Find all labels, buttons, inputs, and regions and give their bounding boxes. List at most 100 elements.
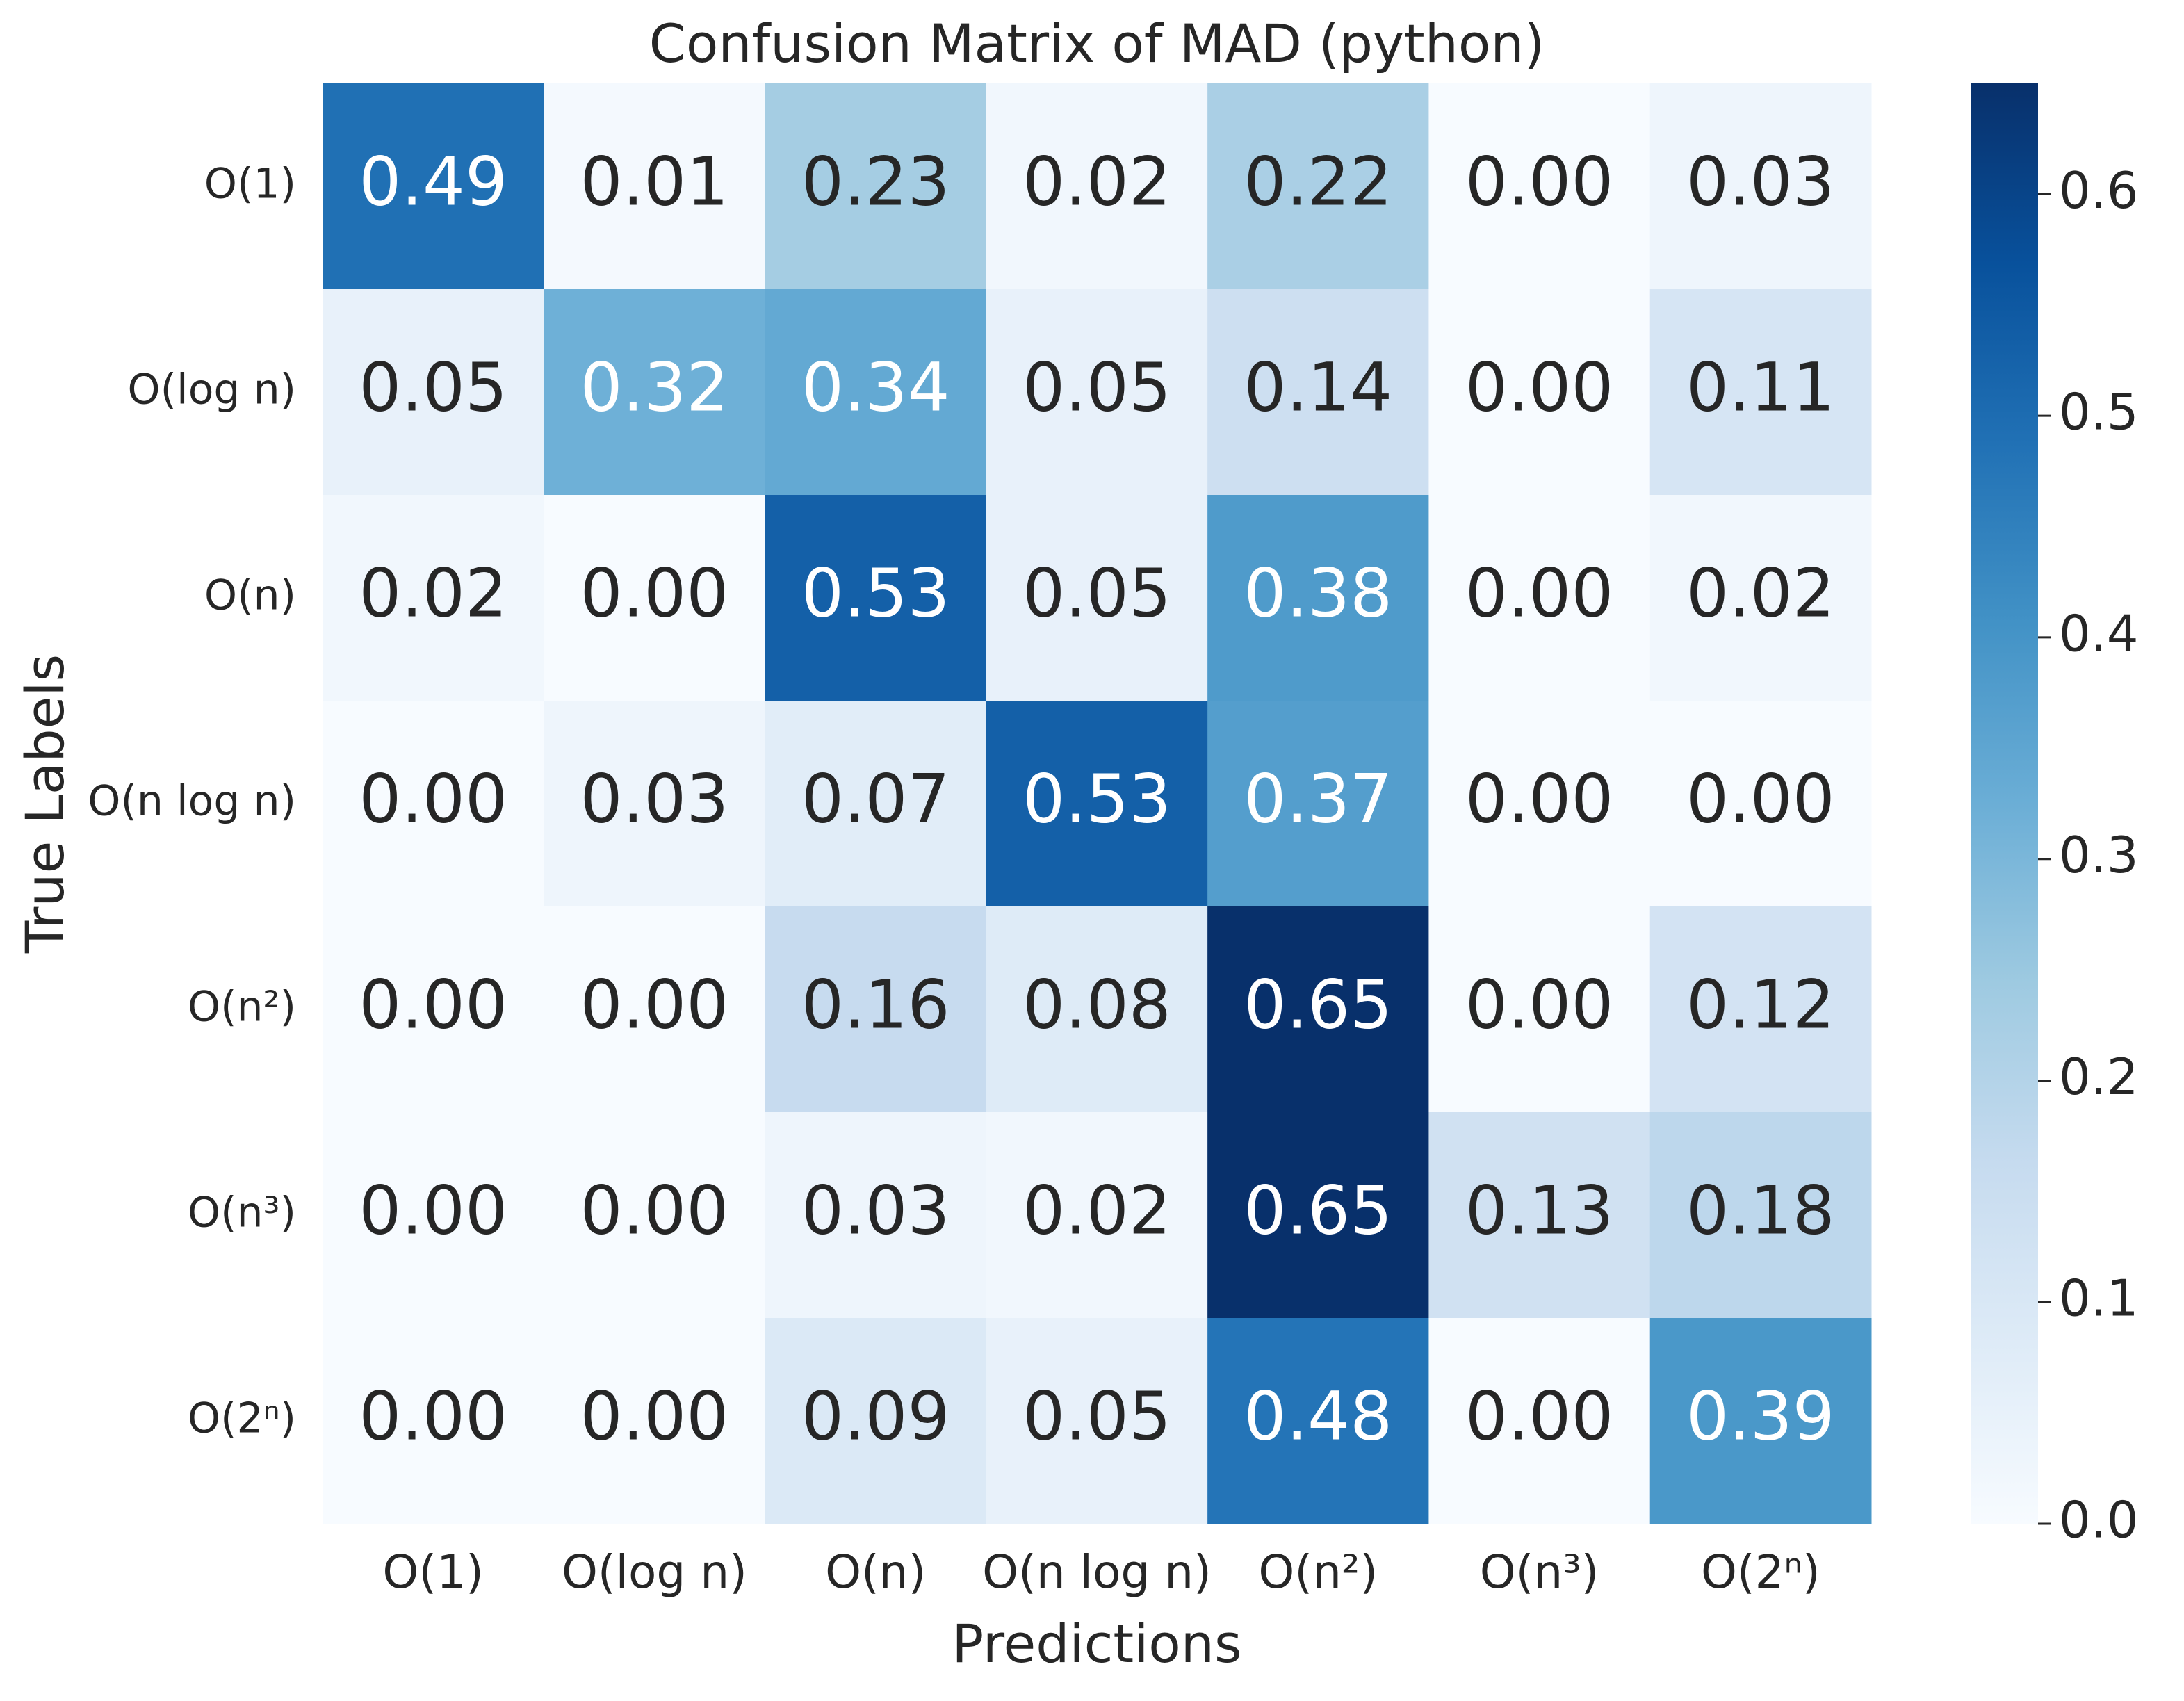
heatmap-cell: [1649, 1112, 1872, 1319]
heatmap-cell: [544, 1318, 766, 1524]
colorbar-tick-label: 0.5: [2059, 383, 2139, 441]
cell-label: 0.39: [1686, 1377, 1835, 1455]
cell-label: 0.03: [580, 760, 729, 838]
cell-label: 0.05: [359, 348, 507, 426]
cell-label: 0.48: [1244, 1377, 1392, 1455]
cell-label: 0.11: [1686, 348, 1835, 426]
cell-label: 0.08: [1022, 966, 1171, 1043]
cell-label: 0.00: [359, 966, 507, 1043]
cell-label: 0.05: [1022, 348, 1171, 426]
heatmap-cell: [1649, 495, 1872, 701]
heatmap-cell: [1649, 1318, 1872, 1524]
colorbar-tick-label: 0.3: [2059, 826, 2139, 884]
cell-label: 0.38: [1244, 554, 1392, 632]
heatmap-cell: [1207, 701, 1429, 907]
cell-label: 0.22: [1244, 143, 1392, 220]
x-axis-label: Predictions: [952, 1613, 1241, 1675]
colorbar-tick-label: 0.4: [2059, 604, 2139, 662]
heatmap-cell: [544, 701, 766, 907]
colorbar-tick-label: 0.1: [2059, 1269, 2139, 1328]
heatmap-cell: [1428, 83, 1651, 290]
cell-label: 0.00: [1465, 760, 1614, 838]
y-tick-label: O(n³): [188, 1189, 296, 1237]
heatmap-cell: [323, 701, 544, 907]
heatmap-cell: [765, 83, 987, 290]
y-tick-label: O(n log n): [88, 777, 296, 826]
cell-label: 0.00: [359, 760, 507, 838]
cell-label: 0.00: [359, 1377, 507, 1455]
heatmap-cell: [765, 701, 987, 907]
x-tick-label: O(n²): [1258, 1545, 1378, 1599]
cell-label: 0.00: [580, 1377, 729, 1455]
x-tick-label: O(1): [382, 1545, 483, 1599]
heatmap-cell: [1207, 83, 1429, 290]
cell-label: 0.32: [580, 348, 729, 426]
heatmap-cell: [765, 289, 987, 496]
heatmap-cell: [1649, 289, 1872, 496]
heatmap-cell: [544, 906, 766, 1113]
heatmap-cell: [1649, 906, 1872, 1113]
heatmap-cell: [544, 495, 766, 701]
colorbar-tick-label: 0.0: [2059, 1491, 2139, 1549]
heatmap-cell: [765, 906, 987, 1113]
cell-label: 0.53: [1022, 760, 1171, 838]
heatmap-cell: [986, 701, 1208, 907]
cell-label: 0.03: [801, 1171, 950, 1249]
cell-label: 0.02: [359, 554, 507, 632]
heatmap-cell: [986, 495, 1208, 701]
heatmap-cell: [1428, 701, 1651, 907]
cell-label: 0.05: [1022, 1377, 1171, 1455]
heatmap-cell: [544, 1112, 766, 1319]
heatmap-cell: [1649, 701, 1872, 907]
heatmap-cell: [1428, 1112, 1651, 1319]
cell-label: 0.09: [801, 1377, 950, 1455]
y-tick-label: O(n): [204, 571, 296, 620]
cell-label: 0.00: [1686, 760, 1835, 838]
y-tick-label: O(log n): [127, 366, 296, 414]
x-tick-label: O(n): [825, 1545, 926, 1599]
cell-label: 0.16: [801, 966, 950, 1043]
cell-label: 0.34: [801, 348, 950, 426]
heatmap-cell: [986, 1112, 1208, 1319]
heatmap-cell: [986, 1318, 1208, 1524]
y-axis-label: True Labels: [14, 654, 76, 954]
cell-label: 0.12: [1686, 966, 1835, 1043]
heatmap-cell: [323, 495, 544, 701]
cell-label: 0.02: [1686, 554, 1835, 632]
heatmap-cell: [1428, 906, 1651, 1113]
cell-label: 0.02: [1022, 143, 1171, 220]
heatmap-cell: [1207, 1112, 1429, 1319]
chart-title: Confusion Matrix of MAD (python): [649, 13, 1545, 74]
heatmap-cell: [323, 906, 544, 1113]
cell-label: 0.14: [1244, 348, 1392, 426]
cell-label: 0.65: [1244, 966, 1392, 1043]
heatmap-cell: [323, 289, 544, 496]
heatmap-cell: [544, 289, 766, 496]
x-tick-label: O(n log n): [982, 1545, 1212, 1599]
y-tick-label: O(1): [204, 160, 296, 209]
cell-label: 0.00: [1465, 966, 1614, 1043]
cell-label: 0.00: [1465, 348, 1614, 426]
heatmap-cell: [986, 83, 1208, 290]
heatmap-cell: [544, 83, 766, 290]
cell-label: 0.00: [580, 966, 729, 1043]
cell-label: 0.65: [1244, 1171, 1392, 1249]
heatmap-cell: [765, 495, 987, 701]
heatmap-cell: [765, 1318, 987, 1524]
heatmap-cell: [1207, 906, 1429, 1113]
cell-label: 0.53: [801, 554, 950, 632]
heatmap-cell: [1207, 495, 1429, 701]
y-tick-label: O(2ⁿ): [188, 1394, 296, 1443]
x-tick-label: O(log n): [562, 1545, 747, 1599]
cell-label: 0.23: [801, 143, 950, 220]
cell-label: 0.00: [580, 1171, 729, 1249]
heatmap-cell: [765, 1112, 987, 1319]
cell-label: 0.00: [1465, 1377, 1614, 1455]
cell-label: 0.05: [1022, 554, 1171, 632]
heatmap-cell: [323, 83, 544, 290]
cell-label: 0.03: [1686, 143, 1835, 220]
cell-label: 0.00: [1465, 554, 1614, 632]
colorbar-tick-label: 0.6: [2059, 161, 2139, 220]
cell-label: 0.02: [1022, 1171, 1171, 1249]
